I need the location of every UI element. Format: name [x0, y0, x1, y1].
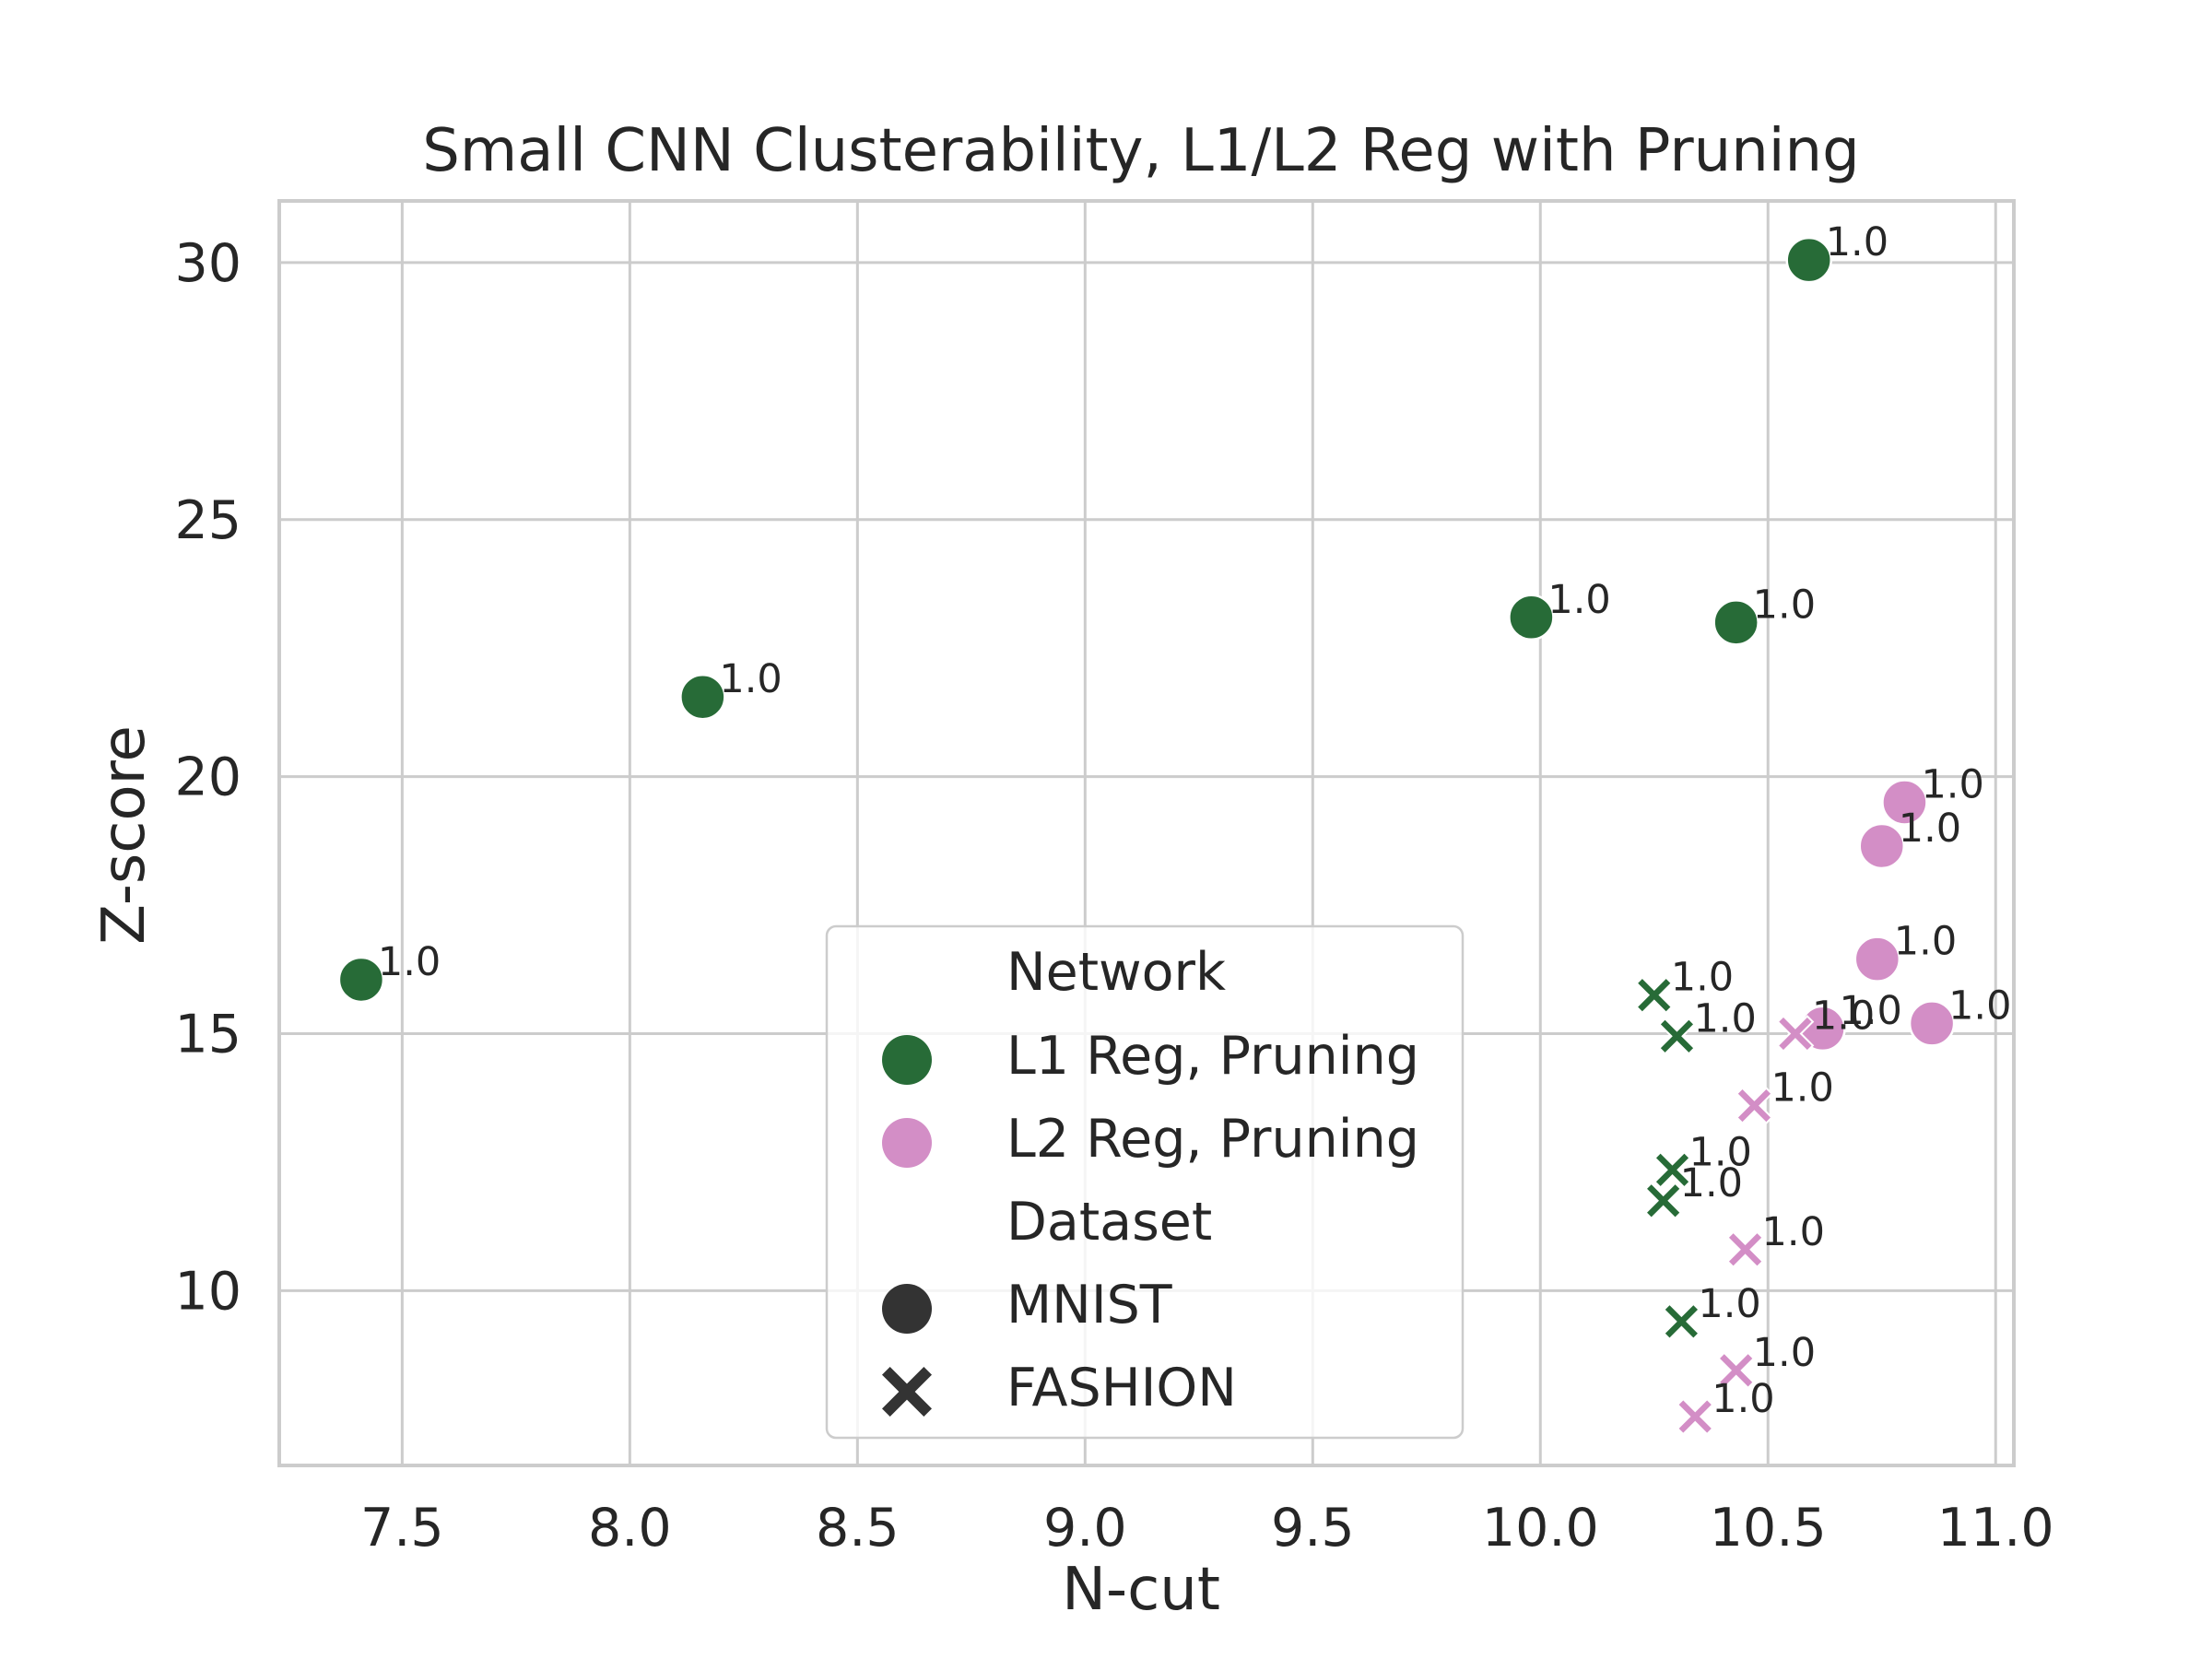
point-l1-reg-pruning-fashion: [1662, 1302, 1700, 1341]
point-label: 1.0: [1826, 219, 1888, 265]
x-tick-label: 8.5: [816, 1498, 900, 1559]
point-label: 1.0: [1712, 1376, 1774, 1422]
point-label: 1.0: [1680, 1160, 1743, 1206]
legend-title-dataset: Dataset: [1006, 1192, 1212, 1253]
chart-title: Small CNN Clusterability, L1/L2 Reg with…: [422, 117, 1859, 185]
point-l1-reg-pruning-fashion: [1635, 976, 1674, 1015]
x-tick-label: 10.5: [1710, 1498, 1827, 1559]
point-l1-reg-pruning-mnist: [1712, 599, 1759, 646]
plot-frame: [277, 199, 2016, 1467]
point-l2-reg-pruning-fashion: [1776, 1015, 1815, 1053]
point-l2-reg-pruning-fashion: [1735, 1087, 1773, 1125]
point-label: 1.0: [1671, 955, 1734, 1001]
x-tick-label: 10.0: [1482, 1498, 1599, 1559]
x-tick-label: 7.5: [360, 1498, 444, 1559]
legend-label-mnist: MNIST: [1006, 1275, 1172, 1335]
point-l2-reg-pruning-mnist: [1908, 1000, 1956, 1047]
point-label: 1.0: [1547, 577, 1610, 623]
legend-label-l1-reg-pruning: L1 Reg, Pruning: [1006, 1026, 1419, 1087]
point-label: 1.0: [1689, 1129, 1752, 1175]
point-l1-reg-pruning-fashion: [1644, 1182, 1683, 1220]
x-tick-label: 11.0: [1937, 1498, 2054, 1559]
point-l2-reg-pruning-mnist: [1853, 935, 1901, 982]
point-l2-reg-pruning-fashion: [1717, 1351, 1756, 1390]
point-l2-reg-pruning-fashion: [1726, 1230, 1764, 1269]
point-label: 1.0: [1899, 806, 1961, 852]
point-label: 1.0: [1693, 995, 1756, 1041]
x-tick-label: 9.0: [1043, 1498, 1127, 1559]
point-l1-reg-pruning-mnist: [337, 956, 385, 1004]
x-axis-label: N-cut: [1062, 1556, 1220, 1624]
legend-marker-fashion: [882, 1367, 932, 1417]
y-tick-label: 25: [174, 490, 241, 551]
y-axis-label: Z-score: [90, 725, 159, 945]
point-l1-reg-pruning-mnist: [1508, 594, 1555, 641]
legend-label-fashion: FASHION: [1006, 1358, 1237, 1418]
y-tick-label: 10: [174, 1261, 241, 1322]
point-label: 1.0: [378, 939, 441, 985]
x-tick-label: 9.5: [1271, 1498, 1355, 1559]
point-l2-reg-pruning-mnist: [1858, 822, 1906, 870]
legend-marker-l2-reg-pruning: [882, 1118, 932, 1168]
point-l1-reg-pruning-fashion: [1653, 1150, 1691, 1189]
point-l1-reg-pruning-mnist: [679, 673, 726, 721]
y-tick-label: 20: [174, 747, 241, 808]
point-label: 1.0: [1753, 582, 1816, 628]
y-tick-label: 15: [174, 1005, 241, 1065]
point-label: 1.0: [1698, 1281, 1760, 1327]
data-points: [337, 236, 1956, 1436]
point-label: 1.0: [1812, 994, 1875, 1040]
legend-box: [825, 924, 1465, 1440]
point-l1-reg-pruning-fashion: [1658, 1017, 1696, 1055]
y-tick-labels: 10 15 20 25 30: [174, 233, 241, 1322]
point-label: 1.0: [1771, 1065, 1833, 1112]
point-l1-reg-pruning-mnist: [1785, 236, 1832, 284]
point-label: 1.0: [1894, 919, 1957, 965]
legend-label-l2-reg-pruning: L2 Reg, Pruning: [1006, 1109, 1419, 1170]
x-tick-label: 8.0: [588, 1498, 672, 1559]
legend-marker-l1-reg-pruning: [882, 1035, 932, 1085]
legend-marker-mnist: [882, 1284, 932, 1334]
y-tick-label: 30: [174, 233, 241, 294]
point-l2-reg-pruning-fashion: [1676, 1397, 1714, 1436]
point-labels: 1.01.01.0 1.01.01.01.01.01.01.01.01.01.01…: [378, 219, 2012, 1422]
point-label: 1.0: [1921, 762, 1983, 808]
point-l2-reg-pruning-mnist: [1881, 779, 1928, 826]
point-label: 1.0: [1753, 1330, 1816, 1376]
x-tick-labels: 7.5 8.0 8.5 9.0 9.5 10.0 10.5 11.0: [360, 1498, 2054, 1559]
point-label: 1.0: [1948, 982, 2011, 1029]
point-label: 1.0: [1762, 1209, 1825, 1255]
point-label: 1.0: [1840, 988, 1902, 1034]
point-label: 1.0: [719, 656, 782, 702]
legend-title-network: Network: [1006, 942, 1226, 1003]
legend: Network L1 Reg, Pruning L2 Reg, Pruning …: [825, 924, 1465, 1440]
